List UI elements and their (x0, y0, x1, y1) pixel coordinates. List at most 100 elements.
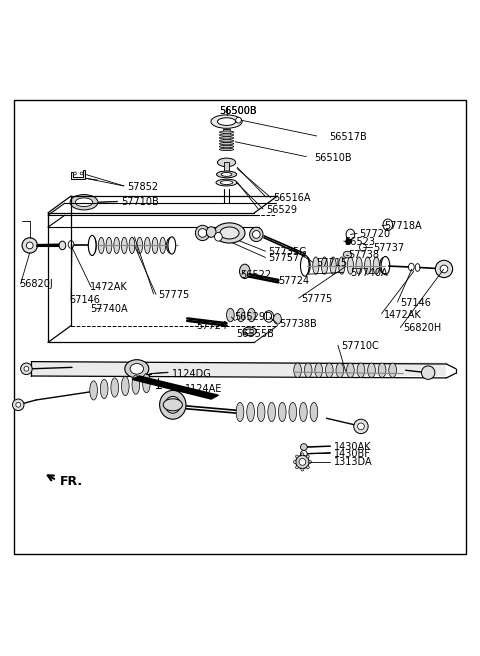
Ellipse shape (137, 237, 143, 254)
Text: 1124AE: 1124AE (185, 384, 222, 394)
Text: 56500B: 56500B (219, 106, 256, 116)
Ellipse shape (111, 378, 119, 397)
Text: 57775: 57775 (158, 291, 190, 300)
Ellipse shape (368, 363, 375, 377)
Circle shape (24, 367, 29, 371)
Ellipse shape (364, 257, 371, 274)
Circle shape (435, 260, 453, 277)
Ellipse shape (219, 142, 234, 145)
Ellipse shape (68, 241, 74, 249)
Ellipse shape (132, 375, 140, 394)
Text: 57724: 57724 (196, 321, 227, 331)
Ellipse shape (356, 257, 362, 274)
Ellipse shape (100, 379, 108, 399)
Circle shape (296, 455, 309, 468)
Text: 57718A: 57718A (384, 221, 421, 232)
Ellipse shape (219, 140, 234, 142)
Circle shape (306, 455, 309, 458)
Ellipse shape (264, 311, 274, 322)
Circle shape (354, 419, 368, 434)
Ellipse shape (144, 237, 150, 254)
Ellipse shape (343, 251, 352, 258)
Circle shape (293, 461, 296, 463)
Ellipse shape (91, 237, 96, 254)
Ellipse shape (415, 264, 420, 272)
Circle shape (358, 423, 364, 430)
Ellipse shape (336, 363, 344, 377)
Ellipse shape (195, 225, 210, 241)
Text: 1430AK: 1430AK (334, 442, 371, 452)
Circle shape (299, 459, 306, 465)
Ellipse shape (143, 374, 150, 393)
Text: 57757: 57757 (268, 253, 299, 264)
Ellipse shape (357, 363, 365, 377)
Circle shape (421, 366, 435, 379)
Ellipse shape (380, 257, 388, 274)
Circle shape (306, 466, 309, 469)
Ellipse shape (168, 237, 176, 254)
Text: 1472AK: 1472AK (384, 310, 422, 319)
Bar (224, 163, 229, 174)
Ellipse shape (383, 219, 393, 230)
Text: 57740A: 57740A (350, 268, 388, 277)
Circle shape (301, 453, 304, 456)
Text: 57710B: 57710B (121, 197, 159, 207)
Text: 56529D: 56529D (234, 312, 273, 323)
Ellipse shape (302, 256, 310, 276)
Circle shape (309, 461, 312, 463)
Ellipse shape (325, 363, 333, 377)
Ellipse shape (198, 229, 207, 237)
Ellipse shape (304, 257, 310, 274)
Text: 57724: 57724 (278, 276, 310, 286)
Ellipse shape (217, 158, 236, 167)
Text: FR.: FR. (60, 475, 83, 488)
Ellipse shape (220, 227, 239, 239)
Ellipse shape (304, 363, 312, 377)
Circle shape (236, 117, 241, 123)
Ellipse shape (289, 402, 297, 422)
Text: 57710C: 57710C (341, 341, 379, 351)
Circle shape (300, 451, 307, 457)
Ellipse shape (252, 230, 260, 238)
Ellipse shape (160, 237, 166, 254)
Ellipse shape (310, 402, 318, 422)
Ellipse shape (59, 241, 66, 250)
Text: 1472AK: 1472AK (90, 282, 128, 292)
Circle shape (26, 242, 33, 249)
Circle shape (80, 172, 83, 175)
Ellipse shape (300, 255, 309, 276)
Circle shape (16, 402, 21, 407)
Text: 56517B: 56517B (329, 132, 367, 142)
Ellipse shape (221, 173, 232, 176)
Ellipse shape (129, 237, 135, 254)
Text: 56555B: 56555B (236, 329, 274, 338)
Ellipse shape (219, 136, 234, 139)
Text: 56820H: 56820H (403, 323, 442, 333)
Ellipse shape (89, 236, 96, 255)
Text: 57775: 57775 (301, 294, 333, 304)
Ellipse shape (278, 402, 286, 422)
Ellipse shape (381, 256, 390, 275)
Circle shape (296, 455, 299, 458)
Ellipse shape (165, 396, 180, 413)
Text: 57720: 57720 (359, 229, 390, 239)
Ellipse shape (322, 257, 327, 274)
Ellipse shape (339, 257, 345, 274)
Circle shape (440, 265, 448, 273)
Text: 57738: 57738 (348, 250, 380, 260)
Ellipse shape (313, 257, 319, 274)
Text: 57740A: 57740A (90, 304, 128, 314)
Circle shape (22, 237, 37, 253)
Ellipse shape (217, 118, 236, 125)
Circle shape (12, 399, 24, 411)
Polygon shape (132, 376, 218, 399)
Ellipse shape (121, 237, 127, 254)
Ellipse shape (152, 237, 158, 254)
Ellipse shape (247, 402, 254, 422)
Circle shape (296, 466, 299, 469)
Ellipse shape (159, 390, 186, 419)
Ellipse shape (216, 179, 237, 186)
Text: 57146: 57146 (400, 298, 431, 308)
Ellipse shape (130, 363, 144, 374)
Ellipse shape (250, 227, 263, 241)
